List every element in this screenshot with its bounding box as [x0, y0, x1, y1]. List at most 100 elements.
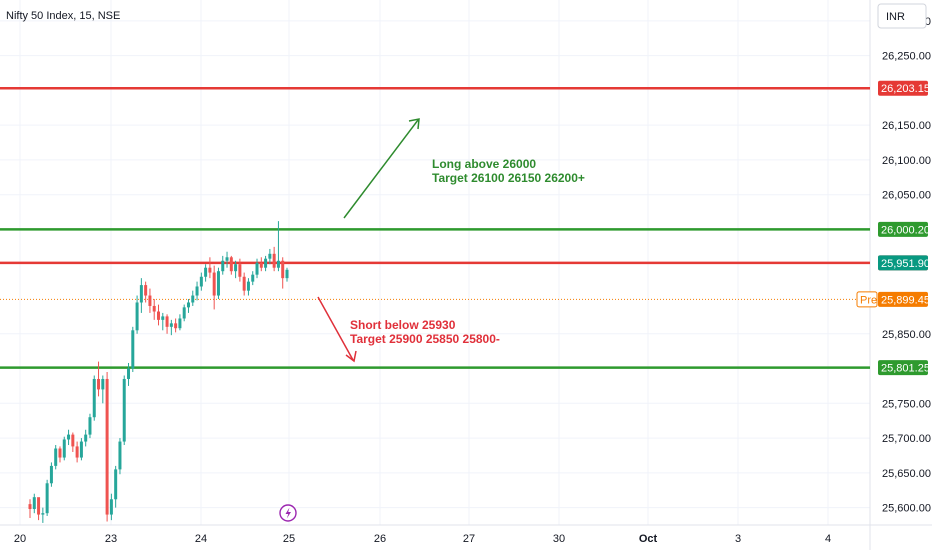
svg-text:26,000.20: 26,000.20	[881, 224, 930, 236]
y-tick-label: 26,100.00	[882, 155, 931, 167]
candle[interactable]	[75, 441, 79, 463]
currency-button[interactable]: INR	[877, 3, 927, 29]
arrow-down-head	[345, 350, 357, 363]
candle[interactable]	[67, 429, 71, 446]
candle[interactable]	[242, 272, 246, 296]
y-tick-label: 25,750.00	[882, 398, 931, 410]
candle[interactable]	[148, 288, 152, 313]
candle[interactable]	[246, 278, 250, 296]
price-badge: 25,801.25	[878, 360, 930, 376]
candle[interactable]	[264, 255, 268, 272]
time-axis[interactable]: 20 23 24 25 26 27 30 Oct 3 4	[14, 533, 831, 545]
candle[interactable]	[199, 272, 203, 291]
candle[interactable]	[178, 314, 182, 331]
candle[interactable]	[285, 267, 289, 282]
candle[interactable]	[71, 432, 75, 452]
y-tick-label: 25,600.00	[882, 503, 931, 515]
candle[interactable]	[165, 314, 169, 334]
candle[interactable]	[208, 257, 212, 279]
candle[interactable]	[191, 290, 195, 306]
candle[interactable]	[139, 278, 143, 313]
candle[interactable]	[28, 499, 32, 519]
annotations: Long above 26000 Target 26100 26150 26200…	[350, 157, 585, 346]
arrow-up-head	[408, 118, 420, 130]
candle[interactable]	[105, 372, 109, 522]
candle[interactable]	[114, 465, 118, 508]
candle[interactable]	[62, 436, 66, 461]
svg-text:25,951.90: 25,951.90	[881, 258, 930, 270]
candle[interactable]	[182, 304, 186, 322]
candle[interactable]	[97, 361, 101, 397]
candle[interactable]	[161, 312, 165, 331]
y-tick-label: 25,850.00	[882, 329, 931, 341]
annotation-green[interactable]: Long above 26000 Target 26100 26150 26200…	[432, 157, 585, 185]
x-tick-label: 3	[735, 533, 741, 545]
candle[interactable]	[225, 251, 229, 268]
candle[interactable]	[212, 265, 216, 310]
x-tick-label: 26	[374, 533, 386, 545]
candle[interactable]	[92, 375, 96, 421]
x-tick-label: 24	[195, 533, 207, 545]
candle[interactable]	[41, 507, 45, 523]
candle[interactable]	[186, 299, 190, 313]
candle[interactable]	[272, 246, 276, 272]
candle[interactable]	[216, 267, 220, 300]
svg-text:25,801.25: 25,801.25	[881, 363, 930, 375]
candle[interactable]	[259, 257, 263, 272]
arrow-up	[343, 119, 419, 219]
event-lightning-icon[interactable]	[279, 504, 297, 522]
candle[interactable]	[58, 446, 62, 463]
price-badges: 26,203.1526,000.2025,951.9525,951.9025,8…	[856, 80, 930, 376]
x-tick-label: Oct	[639, 533, 658, 545]
x-tick-label: 30	[553, 533, 565, 545]
candle[interactable]	[268, 248, 272, 265]
candle[interactable]	[54, 445, 58, 470]
candle[interactable]	[238, 258, 242, 282]
svg-text:26,203.15: 26,203.15	[881, 83, 930, 95]
annotation-red[interactable]: Short below 25930 Target 25900 25850 2580…	[350, 318, 500, 346]
candle[interactable]	[204, 264, 208, 282]
x-tick-label: 4	[825, 533, 831, 545]
pre-market-badge: Pre 25,899.45	[856, 291, 930, 308]
x-tick-label: 23	[105, 533, 117, 545]
candle[interactable]	[144, 281, 148, 303]
svg-text:Pre: Pre	[860, 294, 877, 306]
candle[interactable]	[169, 319, 173, 336]
svg-text:25,899.45: 25,899.45	[881, 294, 930, 306]
horizontal-levels	[0, 86, 870, 369]
candle[interactable]	[234, 260, 238, 279]
candle[interactable]	[221, 255, 225, 275]
candle[interactable]	[276, 221, 280, 272]
candle[interactable]	[109, 493, 113, 521]
candle[interactable]	[195, 281, 199, 301]
symbol-title[interactable]: Nifty 50 Index, 15, NSE	[6, 10, 120, 22]
candle[interactable]	[32, 493, 36, 514]
y-tick-label: 26,150.00	[882, 120, 931, 132]
candle[interactable]	[49, 462, 53, 487]
candle[interactable]	[127, 362, 131, 386]
candle[interactable]	[152, 299, 156, 320]
candle[interactable]	[88, 413, 92, 439]
candle[interactable]	[281, 257, 285, 289]
candle[interactable]	[101, 375, 105, 404]
y-tick-label: 26,250.00	[882, 51, 931, 63]
candle[interactable]	[37, 497, 41, 521]
annotation-arrows	[317, 118, 420, 363]
x-tick-label: 20	[14, 533, 26, 545]
candle[interactable]	[174, 318, 178, 333]
candle[interactable]	[229, 255, 233, 275]
candle[interactable]	[45, 479, 49, 516]
candle[interactable]	[255, 258, 259, 279]
candle[interactable]	[251, 271, 255, 286]
y-tick-label: 26,050.00	[882, 190, 931, 202]
candle[interactable]	[84, 429, 88, 447]
candle[interactable]	[79, 438, 83, 461]
candle[interactable]	[122, 375, 126, 446]
candle[interactable]	[157, 304, 160, 326]
candle[interactable]	[118, 438, 122, 475]
candle[interactable]	[131, 326, 135, 373]
candle[interactable]	[135, 295, 139, 334]
price-badge: 26,203.15	[878, 80, 930, 96]
